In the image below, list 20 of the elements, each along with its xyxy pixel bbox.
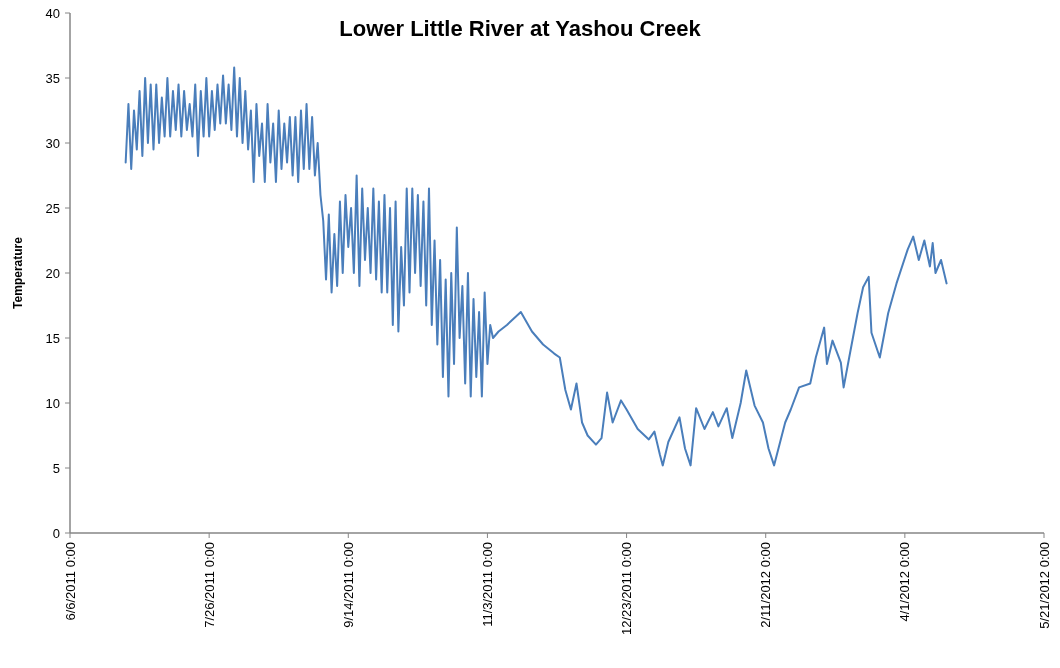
x-tick-label: 9/14/2011 0:00: [340, 542, 356, 628]
x-tick-label: 12/23/2011 0:00: [619, 542, 635, 636]
y-tick-label: 0: [52, 525, 60, 541]
y-tick-label: 15: [45, 330, 60, 346]
y-tick-label: 10: [45, 395, 60, 411]
x-tick-label: 4/1/2012 0:00: [897, 542, 913, 622]
x-tick-label: 6/6/2011 0:00: [62, 542, 78, 621]
x-tick-label: 11/3/2011 0:00: [479, 542, 495, 627]
y-tick-label: 40: [45, 5, 60, 21]
y-tick-label: 30: [45, 135, 60, 151]
line-series: [124, 66, 948, 467]
y-tick-label: 25: [45, 200, 60, 216]
chart-title: Lower Little River at Yashou Creek: [339, 16, 702, 41]
y-tick-label: 20: [45, 265, 60, 281]
y-tick-label: 5: [52, 460, 60, 476]
x-tick-label: 7/26/2011 0:00: [201, 542, 217, 628]
x-tick-label: 2/11/2012 0:00: [758, 542, 774, 628]
x-tick-label: 5/21/2012 0:00: [1036, 542, 1052, 629]
y-axis-title: Temperature: [11, 236, 25, 309]
y-tick-label: 35: [45, 70, 60, 86]
